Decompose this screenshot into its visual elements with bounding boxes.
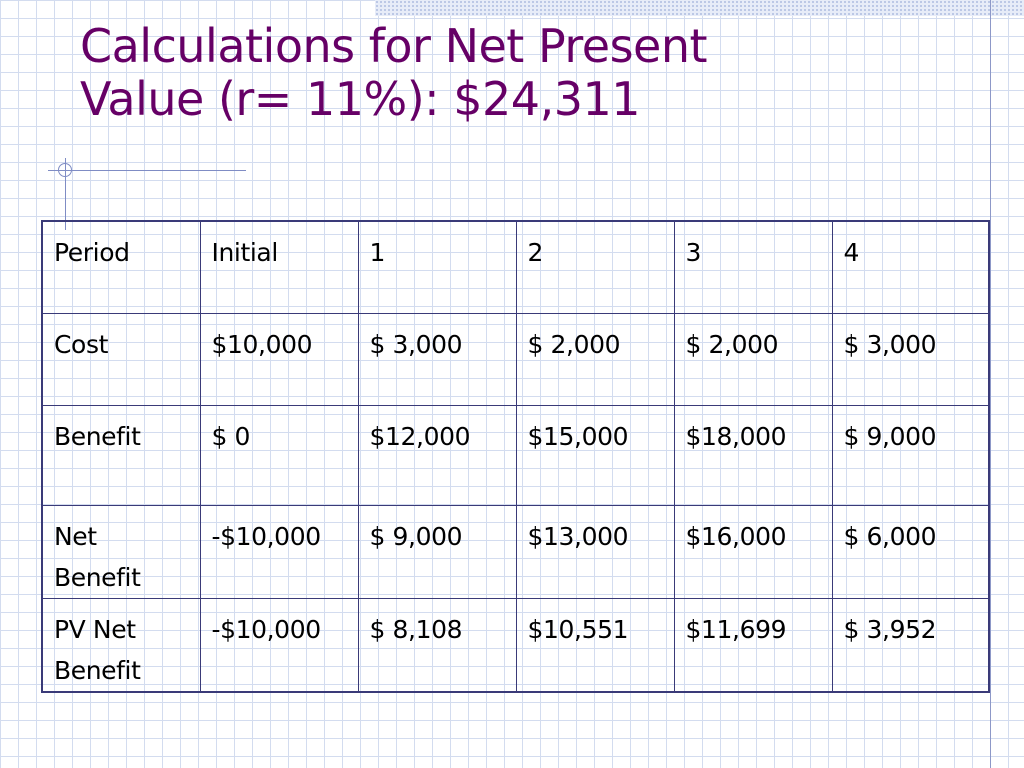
table-cell: $16,000 (673, 504, 833, 599)
table-row-cost: Cost $10,000 $ 3,000 $ 2,000 $ 2,000 $ 3… (41, 312, 990, 406)
table-row-net-benefit: Net Benefit -$10,000 $ 9,000 $13,000 $16… (41, 504, 990, 599)
table-cell: $10,551 (515, 597, 675, 692)
table-header-cell: 2 (515, 220, 675, 314)
crosshair-circle-decoration (58, 163, 72, 177)
table-header-cell: 3 (673, 220, 833, 314)
slide-title-line-2: Value (r= 11%): $24,311 (80, 72, 641, 126)
table-cell: $15,000 (515, 404, 675, 506)
title-underline-decoration (48, 170, 246, 171)
table-cell: -$10,000 (199, 597, 359, 692)
table-cell: $10,000 (199, 312, 359, 406)
table-cell: $ 0 (199, 404, 359, 506)
row-label-line: Benefit (54, 562, 141, 592)
table-row-pv-net-benefit: PV Net Benefit -$10,000 $ 8,108 $10,551 … (41, 597, 990, 692)
table-row-header-cell: Period (41, 220, 201, 314)
table-cell: $ 2,000 (515, 312, 675, 406)
table-header-cell: 1 (357, 220, 517, 314)
table-cell: $ 6,000 (831, 504, 990, 599)
row-label-line: Net (54, 521, 97, 551)
table-row-period: Period Initial 1 2 3 4 (41, 220, 990, 314)
top-decorative-band (375, 0, 1024, 16)
right-decorative-rule (990, 0, 991, 768)
table-cell: $13,000 (515, 504, 675, 599)
table-cell: $12,000 (357, 404, 517, 506)
crosshair-vertical-decoration (65, 158, 66, 230)
table-row-header-cell: Benefit (41, 404, 201, 506)
table-cell: $ 9,000 (357, 504, 517, 599)
table-cell: $18,000 (673, 404, 833, 506)
table-row-header-cell: Net Benefit (41, 504, 201, 599)
table-cell: $ 8,108 (357, 597, 517, 692)
slide-title: Calculations for Net Present Value (r= 1… (80, 19, 708, 126)
table-cell: $11,699 (673, 597, 833, 692)
table-header-cell: Initial (199, 220, 359, 314)
row-label-line: Benefit (54, 655, 141, 685)
npv-table-container: Period Initial 1 2 3 4 Cost $10,000 $ 3,… (41, 220, 990, 693)
table-row-header-cell: Cost (41, 312, 201, 406)
table-header-cell: 4 (831, 220, 990, 314)
row-label-line: PV Net (54, 614, 136, 644)
table-cell: $ 3,000 (357, 312, 517, 406)
table-cell: $ 3,952 (831, 597, 990, 692)
slide-title-line-1: Calculations for Net Present (80, 19, 708, 73)
table-cell: $ 3,000 (831, 312, 990, 406)
table-cell: -$10,000 (199, 504, 359, 599)
npv-calculation-table: Period Initial 1 2 3 4 Cost $10,000 $ 3,… (41, 220, 990, 693)
table-row-header-cell: PV Net Benefit (41, 597, 201, 692)
table-row-benefit: Benefit $ 0 $12,000 $15,000 $18,000 $ 9,… (41, 404, 990, 506)
table-cell: $ 9,000 (831, 404, 990, 506)
table-cell: $ 2,000 (673, 312, 833, 406)
